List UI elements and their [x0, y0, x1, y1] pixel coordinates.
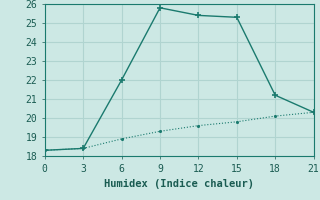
- X-axis label: Humidex (Indice chaleur): Humidex (Indice chaleur): [104, 179, 254, 189]
